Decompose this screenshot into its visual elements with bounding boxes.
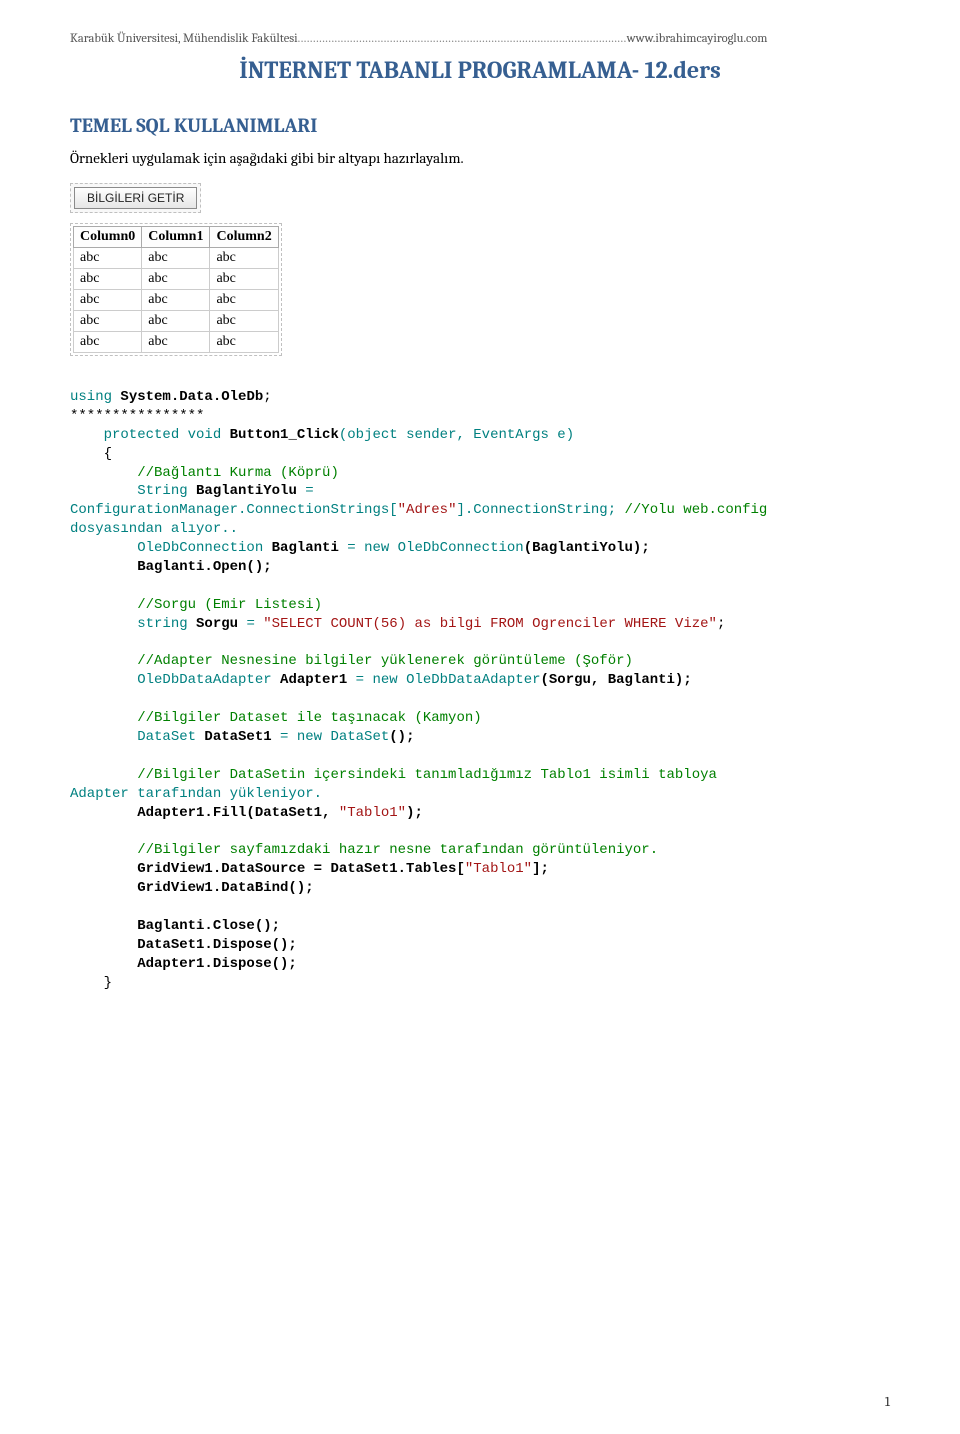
header-left: Karabük Üniversitesi, Mühendislik Fakült… [70, 32, 298, 46]
grid-header-row: Column0 Column1 Column2 [74, 227, 279, 248]
table-row: abcabcabc [74, 290, 279, 311]
ui-mockup: BİLGİLERİ GETİR Column0 Column1 Column2 … [70, 183, 282, 360]
page-title: İNTERNET TABANLI PROGRAMLAMA- 12.ders [70, 56, 890, 84]
table-row: abcabcabc [74, 248, 279, 269]
fetch-button[interactable]: BİLGİLERİ GETİR [74, 187, 197, 209]
page-number: 1 [885, 1393, 890, 1410]
col-header: Column0 [74, 227, 142, 248]
grid-panel: Column0 Column1 Column2 abcabcabc abcabc… [70, 223, 282, 356]
page-header: Karabük Üniversitesi, Mühendislik Fakült… [70, 32, 890, 46]
col-header: Column1 [142, 227, 210, 248]
col-header: Column2 [210, 227, 278, 248]
code-block: using System.Data.OleDb; ***************… [70, 388, 890, 993]
section-heading: TEMEL SQL KULLANIMLARI [70, 114, 890, 137]
table-row: abcabcabc [74, 269, 279, 290]
header-right: www.ibrahimcayiroglu.com [627, 32, 768, 46]
table-row: abcabcabc [74, 311, 279, 332]
intro-text: Örnekleri uygulamak için aşağıdaki gibi … [70, 149, 890, 167]
button-panel: BİLGİLERİ GETİR [70, 183, 201, 213]
header-dots: ........................................… [298, 32, 627, 46]
table-row: abcabcabc [74, 332, 279, 353]
data-grid: Column0 Column1 Column2 abcabcabc abcabc… [73, 226, 279, 353]
